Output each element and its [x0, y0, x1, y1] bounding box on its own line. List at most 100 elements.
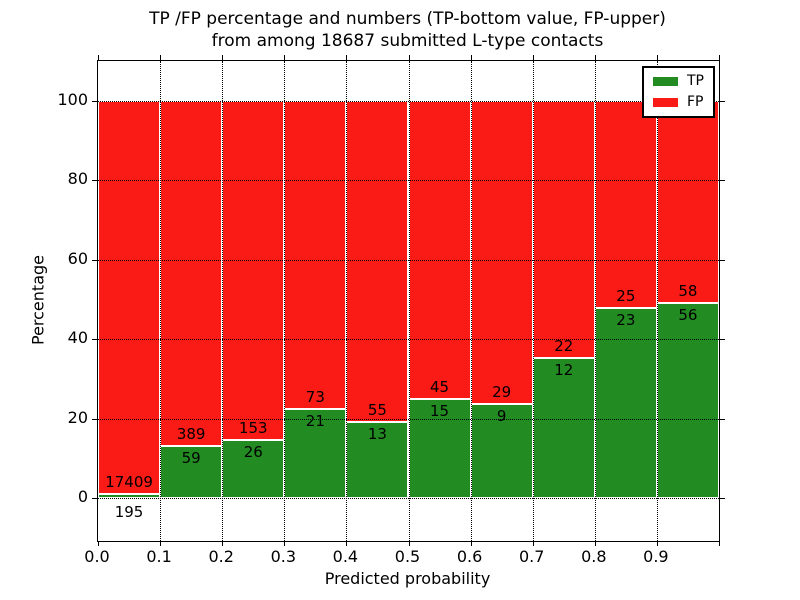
bar-label-tp: 23	[616, 310, 636, 329]
x-tick-label: 0.3	[270, 547, 297, 566]
bar-label-tp: 195	[114, 503, 144, 521]
x-tick-mark	[346, 541, 348, 546]
y-tick-mark	[92, 498, 97, 499]
y-tick-mark	[720, 259, 725, 261]
bar-label-tp: 12	[554, 360, 574, 379]
x-tick-label: 0.5	[394, 547, 421, 566]
y-tick-label: 40	[67, 328, 88, 348]
bar-tp-segment	[284, 409, 347, 498]
y-tick-mark	[92, 101, 97, 102]
x-tick-mark	[656, 541, 658, 546]
tp-color-swatch	[653, 77, 678, 86]
x-tick-label: 0.8	[581, 547, 607, 566]
x-tick-mark	[284, 541, 286, 546]
plot-area: 17409 195 389 59 153 26 73 21 55 13 45 15 29 9 22 12 25 2…	[92, 55, 725, 546]
bar-fp-segment	[160, 101, 223, 446]
fp-color-swatch	[653, 98, 678, 107]
x-tick-mark	[719, 55, 720, 60]
y-tick-mark	[92, 339, 97, 341]
y-tick-label: 20	[67, 407, 88, 427]
chart-title: TP /FP percentage and numbers (TP-bottom…	[97, 8, 718, 52]
legend-item-fp: FP	[653, 95, 704, 110]
x-tick-label: 0.4	[332, 547, 359, 566]
bar-label-fp: 22	[554, 336, 574, 355]
gridline-vertical	[160, 61, 162, 541]
bar-fp-segment	[346, 101, 409, 423]
bar-label-fp: 17409	[105, 472, 153, 491]
x-tick-mark	[719, 541, 720, 546]
x-tick-label: 0.6	[456, 547, 483, 566]
y-tick-label: 60	[67, 248, 88, 268]
gridline-vertical	[284, 61, 286, 541]
legend: TP FP	[642, 66, 715, 118]
bar-label-fp: 25	[616, 286, 636, 305]
x-tick-mark	[98, 55, 99, 60]
bar-fp-segment	[656, 101, 719, 304]
chart-title-line1: TP /FP percentage and numbers (TP-bottom…	[149, 9, 666, 29]
bar-label-tp: 56	[678, 306, 698, 325]
y-tick-label: 0	[77, 487, 88, 506]
y-tick-mark	[720, 418, 725, 420]
x-tick-mark	[160, 541, 162, 546]
x-tick-label: 0.9	[643, 547, 669, 566]
x-tick-mark	[470, 541, 472, 546]
bar-label-fp: 58	[678, 282, 698, 301]
bar-tp-segment	[346, 422, 409, 498]
legend-item-tp: TP	[653, 74, 704, 89]
bar-label-tp: 9	[496, 406, 507, 425]
bar-label-fp: 153	[238, 419, 268, 438]
gridline-vertical	[532, 61, 534, 541]
x-tick-mark	[470, 55, 472, 60]
bar-label-tp: 26	[243, 443, 263, 462]
chart-title-line2: from among 18687 submitted L-type contac…	[211, 31, 604, 51]
bar-label-fp: 55	[367, 401, 387, 420]
x-tick-mark	[160, 55, 162, 60]
bar-fp-segment	[594, 101, 657, 308]
gridline-vertical	[346, 61, 348, 541]
bar-label-tp: 15	[430, 401, 450, 420]
bar-fp-segment	[408, 101, 471, 399]
bar-fp-segment	[532, 101, 595, 358]
y-tick-mark	[720, 180, 725, 182]
x-tick-label: 0.1	[146, 547, 172, 566]
bar-tp-segment	[98, 493, 161, 498]
x-tick-mark	[532, 55, 534, 60]
x-tick-label: 0.2	[208, 547, 234, 566]
gridline-vertical	[656, 61, 658, 541]
x-tick-mark	[222, 541, 224, 546]
x-tick-mark	[532, 541, 534, 546]
gridline-vertical	[222, 61, 224, 541]
x-tick-mark	[346, 55, 348, 60]
x-tick-mark	[408, 541, 410, 546]
bar-fp-segment	[98, 101, 161, 494]
x-tick-label: 0.7	[518, 547, 545, 566]
x-tick-mark	[594, 55, 596, 60]
bar-fp-segment	[470, 101, 533, 404]
bar-label-tp: 21	[305, 412, 325, 431]
gridline-vertical	[470, 61, 472, 541]
y-tick-mark	[92, 259, 97, 261]
x-tick-mark	[284, 55, 286, 60]
legend-label-tp: TP	[687, 73, 704, 89]
bar-tp-segment	[656, 303, 719, 498]
y-tick-mark	[92, 180, 97, 182]
bar-label-tp: 13	[367, 425, 387, 444]
bar-fp-segment	[284, 101, 347, 410]
bar-label-fp: 73	[305, 388, 325, 407]
gridline-vertical	[408, 61, 410, 541]
x-tick-mark	[656, 55, 658, 60]
bar-fp-segment	[222, 101, 285, 441]
y-tick-label: 100	[57, 90, 88, 109]
y-tick-mark	[720, 498, 725, 499]
x-tick-mark	[222, 55, 224, 60]
bar-label-fp: 29	[492, 382, 512, 401]
bar-tp-segment	[408, 398, 471, 498]
x-axis-label: Predicted probability	[324, 569, 491, 588]
legend-label-fp: FP	[687, 94, 704, 110]
bar-label-fp: 389	[176, 424, 206, 443]
x-tick-mark	[98, 541, 99, 546]
bar-label-tp: 59	[181, 448, 201, 467]
bar-label-fp: 45	[430, 377, 450, 396]
y-tick-label: 80	[67, 169, 88, 189]
